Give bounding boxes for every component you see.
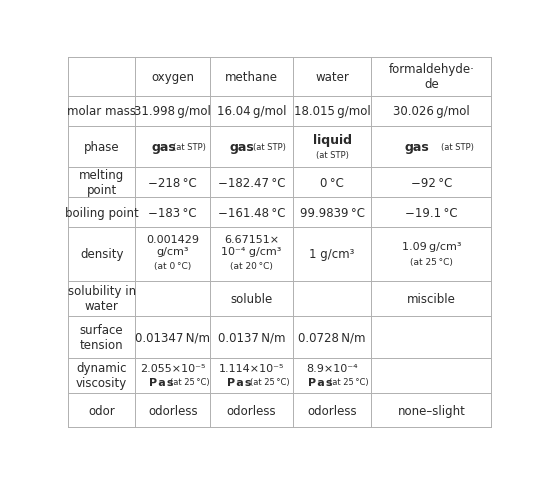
Text: (at 25 °C): (at 25 °C) <box>169 377 209 386</box>
Text: formaldehyde·
de: formaldehyde· de <box>388 63 474 91</box>
Text: 0 °C: 0 °C <box>320 177 344 190</box>
Text: (at STP): (at STP) <box>253 143 286 152</box>
Text: solubility in
water: solubility in water <box>68 285 136 312</box>
Text: 2.055×10⁻⁵: 2.055×10⁻⁵ <box>140 363 205 373</box>
Text: P a s: P a s <box>227 377 252 387</box>
Text: (at 25 °C): (at 25 °C) <box>250 377 289 386</box>
Text: 0.01347 N/m: 0.01347 N/m <box>135 331 210 344</box>
Text: liquid: liquid <box>312 133 352 146</box>
Text: phase: phase <box>84 141 120 154</box>
Text: 16.04 g/mol: 16.04 g/mol <box>217 105 287 118</box>
Text: −182.47 °C: −182.47 °C <box>218 177 286 190</box>
Text: (at 0 °C): (at 0 °C) <box>154 262 192 271</box>
Text: odor: odor <box>88 404 115 417</box>
Text: 6.67151×: 6.67151× <box>224 235 279 244</box>
Text: 0.0137 N/m: 0.0137 N/m <box>218 331 286 344</box>
Text: surface
tension: surface tension <box>80 323 123 351</box>
Text: melting
point: melting point <box>79 169 124 197</box>
Text: 30.026 g/mol: 30.026 g/mol <box>393 105 470 118</box>
Text: gas: gas <box>405 141 429 154</box>
Text: −218 °C: −218 °C <box>149 177 197 190</box>
Text: −19.1 °C: −19.1 °C <box>405 206 458 219</box>
Text: 99.9839 °C: 99.9839 °C <box>300 206 365 219</box>
Text: −92 °C: −92 °C <box>411 177 452 190</box>
Text: gas: gas <box>229 141 254 154</box>
Text: P a s: P a s <box>308 377 333 387</box>
Text: 31.998 g/mol: 31.998 g/mol <box>134 105 211 118</box>
Text: 10⁻⁴ g/cm³: 10⁻⁴ g/cm³ <box>222 247 282 257</box>
Text: 8.9×10⁻⁴: 8.9×10⁻⁴ <box>306 363 358 373</box>
Text: boiling point: boiling point <box>65 206 139 219</box>
Text: water: water <box>315 71 349 84</box>
Text: (at 25 °C): (at 25 °C) <box>329 377 369 386</box>
Text: 0.0728 N/m: 0.0728 N/m <box>298 331 366 344</box>
Text: 1.114×10⁻⁵: 1.114×10⁻⁵ <box>219 363 284 373</box>
Text: oxygen: oxygen <box>151 71 194 84</box>
Text: (at STP): (at STP) <box>316 150 348 159</box>
Text: odorless: odorless <box>148 404 198 417</box>
Text: (at STP): (at STP) <box>441 143 474 152</box>
Text: molar mass: molar mass <box>67 105 136 118</box>
Text: (at STP): (at STP) <box>173 143 206 152</box>
Text: −161.48 °C: −161.48 °C <box>218 206 286 219</box>
Text: soluble: soluble <box>230 292 273 305</box>
Text: (at 20 °C): (at 20 °C) <box>230 262 273 271</box>
Text: g/cm³: g/cm³ <box>157 247 189 257</box>
Text: density: density <box>80 248 123 261</box>
Text: gas: gas <box>151 141 176 154</box>
Text: 1 g/cm³: 1 g/cm³ <box>310 248 355 261</box>
Text: odorless: odorless <box>227 404 276 417</box>
Text: 0.001429: 0.001429 <box>146 235 199 244</box>
Text: (at 25 °C): (at 25 °C) <box>410 258 453 267</box>
Text: miscible: miscible <box>407 292 456 305</box>
Text: dynamic
viscosity: dynamic viscosity <box>76 361 127 389</box>
Text: P a s: P a s <box>149 377 174 387</box>
Text: 18.015 g/mol: 18.015 g/mol <box>294 105 370 118</box>
Text: −183 °C: −183 °C <box>149 206 197 219</box>
Text: methane: methane <box>225 71 278 84</box>
Text: 1.09 g/cm³: 1.09 g/cm³ <box>401 241 461 252</box>
Text: odorless: odorless <box>307 404 357 417</box>
Text: none–slight: none–slight <box>397 404 465 417</box>
